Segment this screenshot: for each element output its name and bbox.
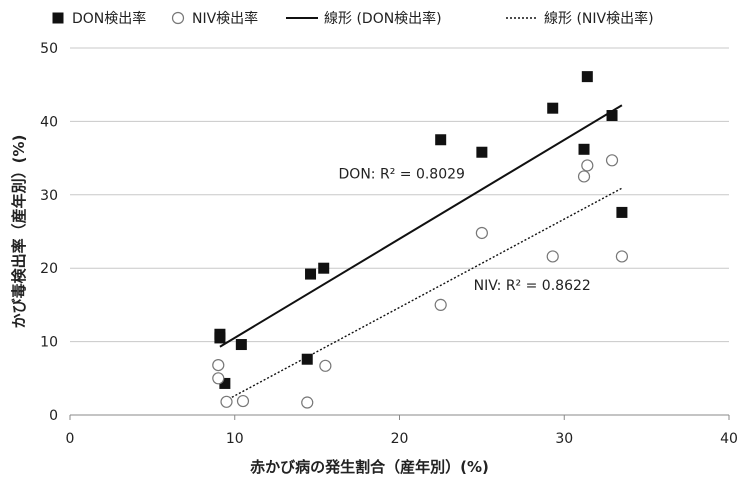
- r-squared-label: DON: R² = 0.8029: [339, 167, 465, 183]
- legend-label: 線形 (DON検出率): [324, 10, 442, 27]
- don-point: [476, 146, 488, 158]
- don-point: [301, 353, 313, 365]
- trend-line-niv: [224, 187, 623, 402]
- x-tick-label: 20: [391, 431, 409, 447]
- legend-item: NIV検出率: [171, 10, 258, 27]
- don-point: [606, 110, 618, 122]
- r-squared-label: NIV: R² = 0.8622: [474, 278, 591, 294]
- niv-point: [581, 159, 594, 172]
- grid: [70, 47, 729, 343]
- y-tick-label: 40: [40, 114, 58, 130]
- don-point: [235, 339, 247, 351]
- don-point: [547, 102, 559, 114]
- niv-point: [212, 358, 225, 372]
- legend-item: 線形 (NIV検出率): [506, 10, 654, 27]
- don-point: [578, 143, 590, 155]
- y-tick-label: 50: [40, 41, 58, 57]
- niv-point: [220, 395, 233, 408]
- legend: DON検出率 NIV検出率 線形 (DON検出率) 線形 (NIV検出率): [52, 10, 654, 27]
- x-tick-label: 10: [226, 431, 244, 447]
- x-tick-label: 30: [555, 431, 573, 447]
- niv-point: [319, 359, 332, 372]
- y-tick-label: 10: [40, 335, 58, 351]
- niv-point: [615, 250, 629, 263]
- x-tick-label: 0: [66, 431, 75, 447]
- niv-point: [236, 394, 250, 408]
- niv-point: [212, 372, 225, 385]
- legend-label: DON検出率: [72, 10, 146, 27]
- legend-swatch: [52, 12, 64, 24]
- don-point: [214, 332, 226, 344]
- niv-point: [475, 226, 488, 240]
- legend-label: NIV検出率: [192, 10, 258, 27]
- y-tick-label: 0: [49, 408, 58, 424]
- legend-item: DON検出率: [52, 10, 146, 27]
- trend-line-don: [219, 104, 623, 348]
- y-tick-label: 30: [40, 188, 58, 204]
- don-point: [581, 71, 593, 83]
- axes: 0 10 20 30 40 50 0 10 20 30 40 赤かび病の発生割合（産年別）(%) かび毒…: [10, 41, 738, 476]
- data-points: [212, 71, 629, 409]
- don-point: [305, 268, 317, 280]
- annotations: DON: R² = 0.8029 NIV: R² = 0.8622: [339, 167, 591, 295]
- don-point: [318, 262, 330, 274]
- trend-lines: [219, 104, 623, 402]
- legend-item: 線形 (DON検出率): [286, 10, 442, 27]
- niv-point: [434, 298, 447, 311]
- don-point: [219, 377, 231, 389]
- legend-label: 線形 (NIV検出率): [544, 10, 654, 27]
- don-point: [435, 134, 447, 146]
- x-axis-title: 赤かび病の発生割合（産年別）(%): [250, 458, 489, 476]
- y-tick-label: 20: [40, 261, 58, 277]
- niv-point: [301, 396, 314, 409]
- legend-swatch: [171, 11, 185, 25]
- niv-point: [577, 170, 591, 183]
- don-point: [616, 206, 628, 218]
- niv-point: [546, 250, 559, 263]
- niv-point: [605, 154, 619, 167]
- y-axis-title: かび毒検出率（産年別）(%): [10, 135, 28, 329]
- x-tick-label: 40: [720, 431, 738, 447]
